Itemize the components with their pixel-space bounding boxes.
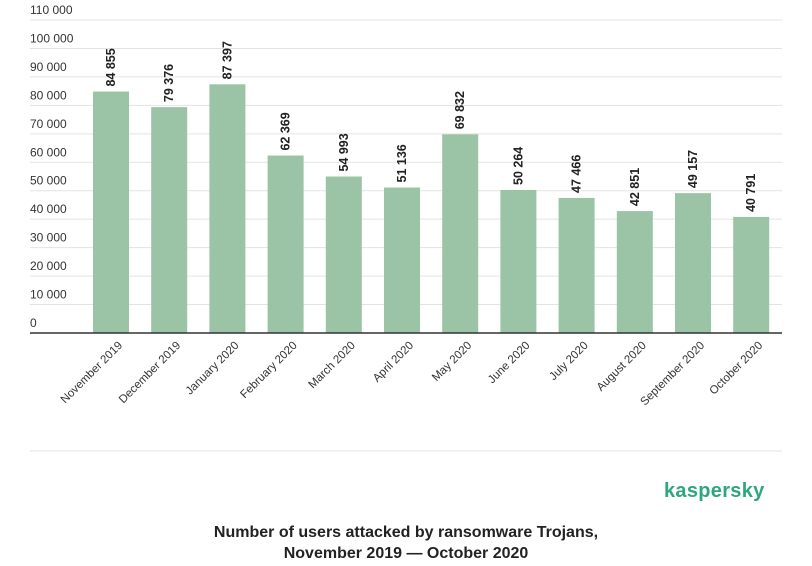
bars [93,84,770,334]
bar [675,193,711,333]
y-tick-label: 10 000 [30,288,67,302]
y-tick-label: 30 000 [30,231,67,245]
bar-chart: 0 10 000 20 000 30 000 40 000 50 000 60 000 70 … [30,3,782,452]
y-axis-ticks: 0 10 000 20 000 30 000 40 000 50 000 60 000 70 … [30,3,74,330]
bar [325,176,362,333]
x-category-label: August 2020 [595,340,649,394]
y-tick-label: 50 000 [30,174,67,188]
y-tick-label: 60 000 [30,145,67,159]
y-tick-label: 80 000 [30,88,67,102]
x-category-label: December 2019 [117,340,183,406]
y-tick-label: 110 000 [30,3,73,17]
y-tick-label: 40 000 [30,202,67,216]
data-label: 69 832 [453,91,467,129]
bar [209,84,246,333]
bar [384,187,420,333]
y-tick-label: 20 000 [30,259,67,273]
x-category-label: April 2020 [371,340,416,385]
data-label: 49 157 [686,150,700,188]
bar [558,197,595,333]
x-category-label: February 2020 [238,340,299,401]
data-label: 50 264 [511,147,525,185]
bar [93,91,129,334]
x-category-label: July 2020 [547,340,590,383]
y-tick-label: 0 [30,316,37,330]
bar [733,216,770,333]
x-category-label: June 2020 [486,340,532,386]
bar [151,107,188,334]
bar [500,189,537,333]
bar [616,211,653,333]
data-label: 47 466 [570,155,584,193]
x-category-label: September 2020 [638,340,707,409]
chart-title-line-1: Number of users attacked by ransomware T… [213,524,599,541]
kaspersky-logo: kaspersky [664,480,765,502]
y-tick-label: 70 000 [30,117,67,131]
data-labels: 84 855 79 376 87 397 62 369 54 993 51 136 69 8… [104,41,758,212]
chart-title-line-2: November 2019 — October 2020 [283,545,529,562]
x-category-label: March 2020 [306,340,357,391]
x-category-label: November 2019 [59,340,125,406]
data-label: 51 136 [395,144,409,182]
x-category-label: October 2020 [708,340,766,398]
y-tick-label: 90 000 [30,60,67,74]
data-label: 54 993 [337,133,351,171]
bar [442,134,479,333]
data-label: 84 855 [104,48,118,86]
data-label: 40 791 [744,174,758,212]
bar [267,155,304,333]
x-category-label: January 2020 [184,340,242,398]
x-category-label: May 2020 [430,340,474,384]
y-tick-label: 100 000 [30,31,74,45]
data-label: 42 851 [628,168,642,206]
data-label: 87 397 [220,41,234,79]
data-label: 79 376 [162,64,176,102]
data-label: 62 369 [279,112,293,150]
